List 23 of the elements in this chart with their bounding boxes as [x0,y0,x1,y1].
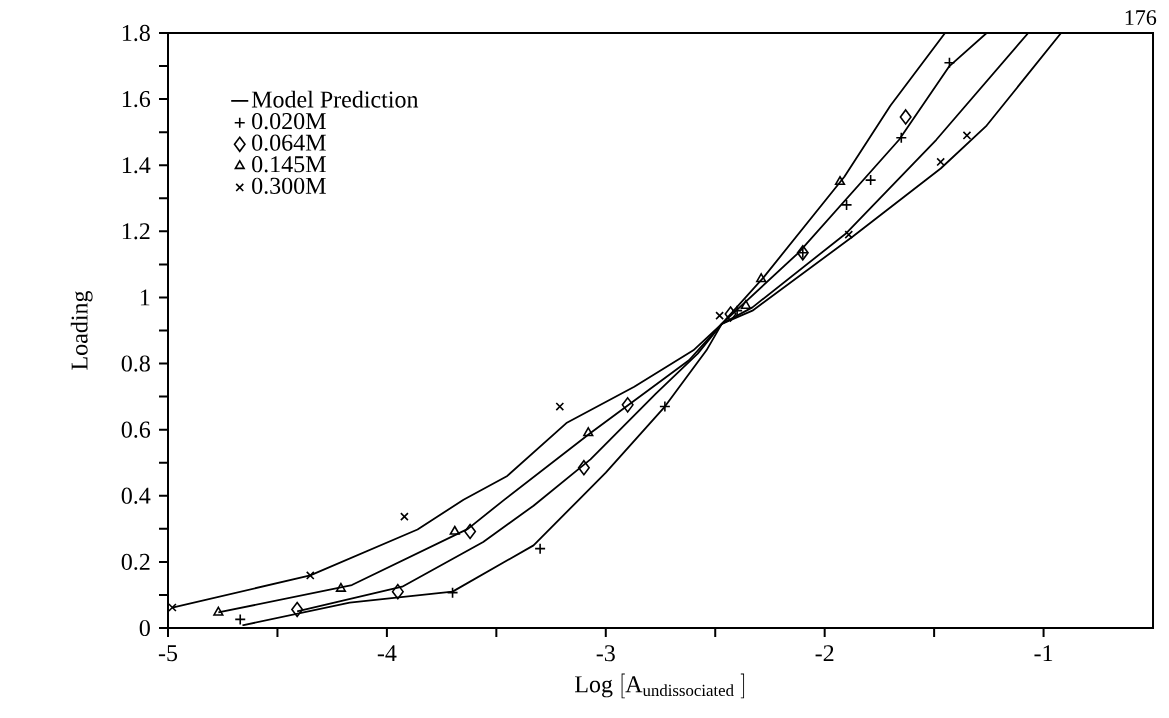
y-tick-label: 1.8 [122,24,150,42]
x-tick-label: -2 [815,645,834,662]
x-tick-label: -1 [1034,645,1053,662]
y-tick-label: 0.2 [121,553,150,571]
y-tick-label: 1.2 [122,223,150,240]
y-tick-label: 1.4 [122,157,151,174]
legend-label: 0.300M [252,177,326,194]
y-tick-label: 0.4 [121,487,151,504]
y-tick-label: 1 [140,289,150,306]
x-tick-label: -5 [158,645,178,662]
legend-label: Model Prediction [251,90,419,108]
legend-label: 0.020M [252,112,326,130]
y-tick-label: 0.6 [121,421,151,438]
y-tick-label: 1.6 [122,91,151,108]
y-tick-label: 0.8 [121,355,150,372]
y-tick-label: 0 [139,619,150,637]
x-axis-title: $\mathrm{Log}\ [\mathrm{A}_{\mathrm{undissociated}}\ ]$ [575,673,745,699]
text: 176 [1125,10,1157,25]
legend-label: 0.145M [252,156,326,173]
legend-label: 0.064M [252,134,326,151]
x-tick-label: -4 [377,645,397,661]
y-axis-title: Loading [70,290,93,370]
x-tick-label: -3 [596,645,615,662]
